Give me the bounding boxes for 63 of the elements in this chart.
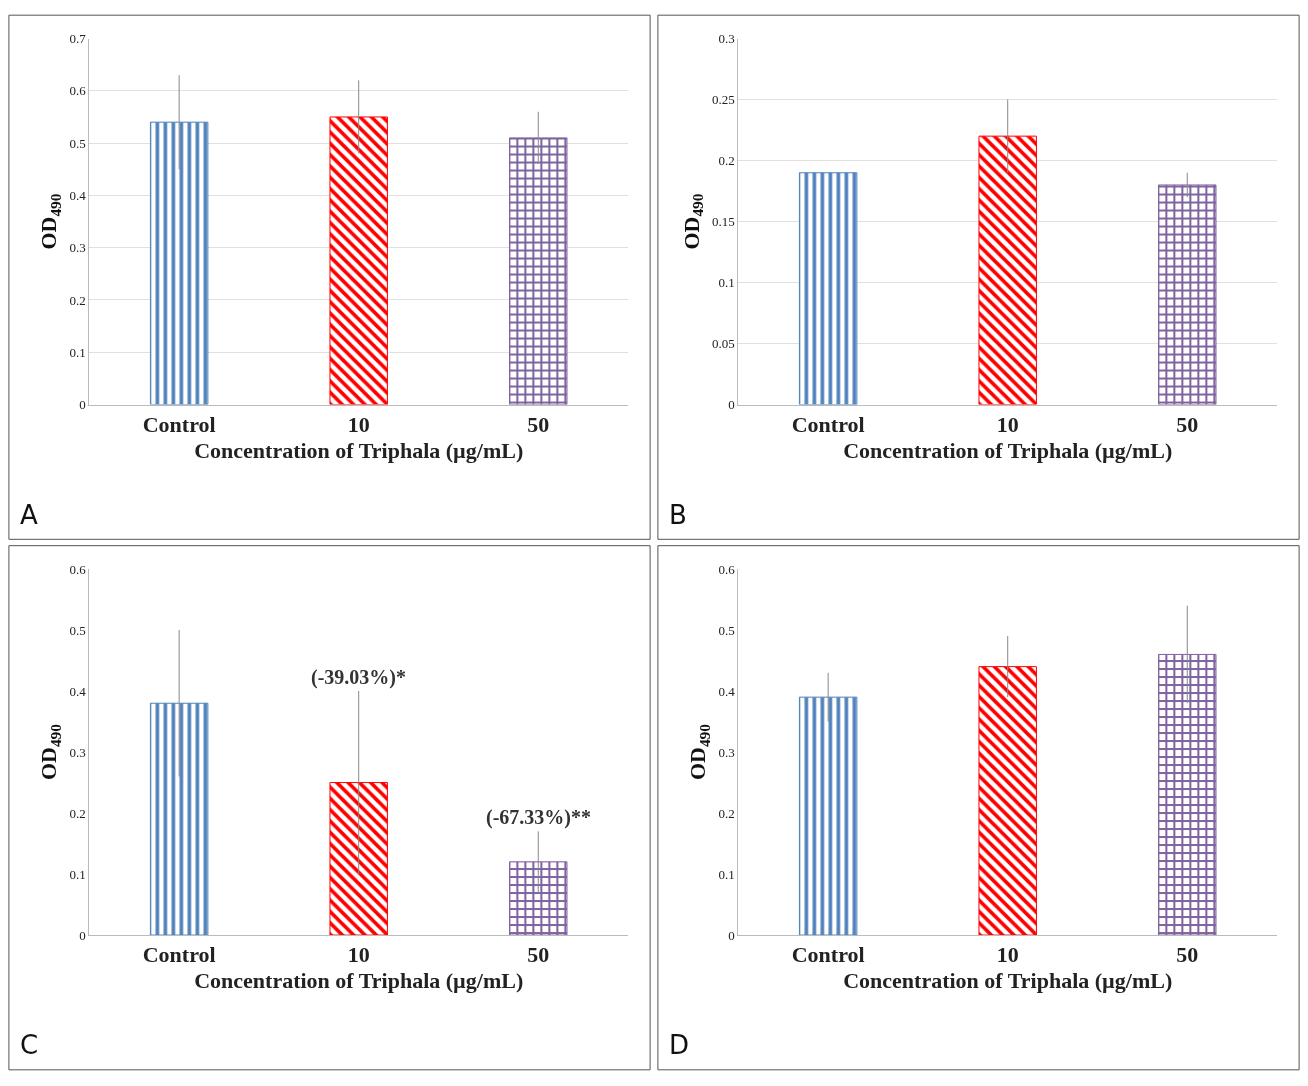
x-tick-label: 10 — [347, 942, 370, 968]
text: D — [669, 1030, 690, 1060]
y-tick-label: 0.2 — [69, 805, 86, 821]
x-tick-label: 50 — [527, 942, 550, 968]
x-tick-label: Control — [142, 411, 216, 437]
x-tick-label: 50 — [527, 411, 550, 437]
text: C — [20, 1030, 39, 1060]
y-tick-label: 0.4 — [69, 187, 87, 203]
bar — [1158, 653, 1217, 936]
bar — [329, 116, 388, 405]
bar — [329, 782, 388, 936]
bar — [978, 135, 1037, 405]
x-axis-title: Concentration of Triphala (µg/mL) — [843, 437, 1173, 463]
y-tick-label: 0.5 — [69, 135, 86, 151]
annotation: (-39.03%)* — [311, 666, 406, 689]
y-tick-label: 0.6 — [69, 83, 87, 99]
x-tick-label: Control — [791, 942, 865, 968]
bar — [149, 702, 209, 936]
x-axis-title: Concentration of Triphala (µg/mL) — [843, 968, 1173, 994]
y-tick-label: 0.1 — [718, 866, 735, 882]
bar — [1158, 184, 1217, 405]
x-tick-label: 10 — [996, 942, 1019, 968]
y-tick-label: 0.6 — [718, 561, 736, 577]
y-tick-label: 0 — [79, 927, 86, 943]
y-tick-label: 0.15 — [712, 214, 735, 230]
y-tick-label: 0.3 — [718, 31, 735, 47]
y-tick-label: 0.1 — [69, 866, 86, 882]
text: B — [669, 500, 687, 530]
y-tick-label: 0.5 — [69, 622, 86, 638]
x-axis-title: Concentration of Triphala (µg/mL) — [194, 437, 524, 463]
text: A — [20, 500, 38, 530]
y-tick-label: 0.2 — [718, 153, 735, 169]
y-tick-label: 0.3 — [69, 240, 86, 256]
y-tick-label: 0.2 — [718, 805, 735, 821]
y-tick-label: 0 — [728, 927, 735, 943]
bar — [978, 666, 1037, 936]
y-tick-label: 0.3 — [718, 744, 735, 760]
x-tick-label: 50 — [1176, 942, 1199, 968]
x-tick-label: Control — [142, 942, 216, 968]
y-tick-label: 0.1 — [718, 275, 735, 291]
bar — [149, 121, 209, 405]
annotation: (-67.33%)** — [486, 806, 591, 829]
x-tick-label: 10 — [996, 411, 1019, 437]
x-axis-title: Concentration of Triphala (µg/mL) — [194, 968, 524, 994]
y-tick-label: 0.4 — [718, 683, 736, 699]
x-tick-label: 10 — [347, 411, 370, 437]
bar — [798, 696, 858, 936]
x-tick-label: 50 — [1176, 411, 1199, 437]
y-tick-label: 0.05 — [712, 336, 735, 352]
y-tick-label: 0.3 — [69, 744, 86, 760]
y-tick-label: 0.25 — [712, 92, 735, 108]
y-tick-label: 0.1 — [69, 344, 86, 360]
y-tick-label: 0.4 — [69, 683, 87, 699]
bar — [509, 137, 568, 405]
y-tick-label: 0.5 — [718, 622, 735, 638]
x-tick-label: Control — [791, 411, 865, 437]
bar — [509, 861, 568, 936]
y-tick-label: 0 — [728, 397, 735, 413]
y-tick-label: 0.6 — [69, 561, 87, 577]
y-tick-label: 0.7 — [69, 31, 87, 47]
y-tick-label: 0.2 — [69, 292, 86, 308]
y-tick-label: 0 — [79, 397, 86, 413]
bar — [798, 172, 858, 405]
